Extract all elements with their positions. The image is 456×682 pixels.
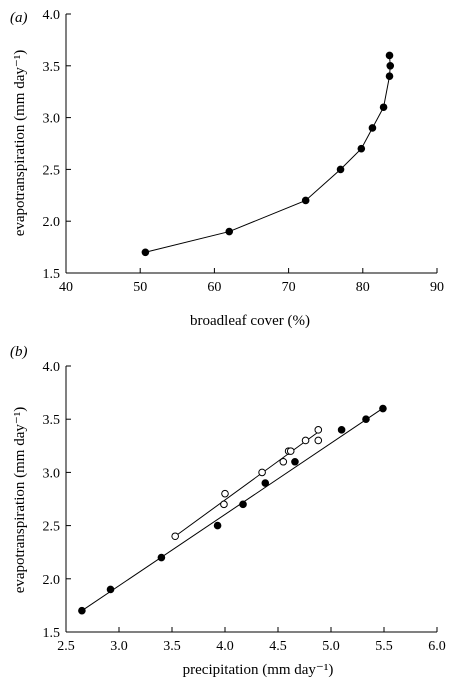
panel-a-x-tick-label: 90 [430,280,444,295]
panel-a-filled-point [357,144,366,153]
panel-a-filled-point [368,124,377,132]
panel-b-x-tick-label: 3.0 [110,639,128,654]
panel-b-x-tick-label: 5.0 [322,639,340,654]
panel-b-x-tick-label: 4.5 [269,639,287,654]
panel-b-label: (b) [10,344,28,360]
panel-b-filled-point [239,500,247,509]
panel-b-x-tick-label: 4.0 [216,639,234,654]
panel-a-filled-point [336,165,345,174]
panel-b-open-point [314,436,323,445]
panel-b-open-point [279,457,288,466]
panel-b-filled-point [106,585,115,594]
panel-b-filled-point [78,606,86,615]
panel-b-y-tick-label: 4.0 [43,360,61,375]
panel-b-filled-point [157,553,166,562]
panel-b-x-tick-label: 3.5 [163,639,181,654]
panel-b: (b) 2.5 3.0 3.5 4.0 4.5 5.0 5.5 6.0 1.5 2.0 2.5 3.0… [10,344,446,678]
panel-a-y-tick-label: 3.5 [43,60,61,75]
panel-b-open-point [220,500,228,509]
panel-a-x-tick-label: 40 [59,280,73,295]
panel-a-filled-point [385,51,394,60]
panel-a-axes: 40 50 60 70 80 90 1.5 2.0 2.5 3.0 3.5 4.0 [43,8,445,295]
panel-b-y-tick-label: 2.5 [43,520,61,535]
panel-a-x-axis-label: broadleaf cover (%) [190,313,310,329]
panel-b-filled-point [291,457,299,466]
panel-a-y-axis-label: evapotranspiration (mm day⁻¹) [12,50,28,237]
panel-a-x-tick-label: 70 [282,280,296,295]
panel-a-label: (a) [10,10,28,26]
panel-a-y-tick-label: 3.0 [43,112,61,127]
panel-a-filled-point [379,103,388,112]
panel-b-open-point [314,426,323,434]
panel-a-x-tick-label: 60 [207,280,221,295]
panel-b-open-point [221,489,229,498]
panel-a-filled-point [386,62,395,70]
panel-b-filled-point [362,415,370,424]
panel-a-filled-point [301,196,310,205]
panel-a-filled-point [141,248,150,257]
panel-b-filled-point [213,521,222,530]
panel-a-y-tick-label: 4.0 [43,8,61,23]
panel-a-filled-point [385,72,394,80]
panel-b-filled-point [379,404,387,413]
panel-b-x-tick-label: 2.5 [57,639,75,654]
panel-b-open-point [258,468,266,477]
panel-b-axes: 2.5 3.0 3.5 4.0 4.5 5.0 5.5 6.0 1.5 2.0 2.5 3.0 3.5 4… [43,360,446,654]
panel-b-x-axis-label: precipitation (mm day⁻¹) [183,662,334,678]
panel-b-y-axis-label: evapotranspiration (mm day⁻¹) [12,407,28,594]
panel-b-y-tick-label: 3.0 [43,466,61,481]
panel-a-x-tick-label: 80 [356,280,370,295]
panel-b-x-tick-label: 6.0 [428,639,446,654]
panel-b-filled-point [337,426,346,434]
panel-b-x-tick-label: 5.5 [375,639,393,654]
panel-b-open-point [171,532,179,541]
panel-b-y-tick-label: 1.5 [43,626,61,641]
panel-a-x-tick-label: 50 [133,280,147,295]
panel-a-y-tick-label: 2.0 [43,215,61,230]
panel-b-fit-line-open [174,431,319,537]
panel-a-filled-point [225,227,234,236]
panel-a-series-line [145,55,391,253]
panel-a-y-tick-label: 2.5 [43,163,61,178]
panel-b-open-point [286,447,295,455]
panel-b-fit-line-filled [81,407,385,612]
panel-b-y-tick-label: 3.5 [43,413,61,428]
panel-a: (a) 40 50 60 70 80 90 1.5 2.0 2.5 3.0 3.5 4.0 broad… [10,8,444,329]
panel-a-y-tick-label: 1.5 [43,267,61,282]
panel-b-open-point [301,436,310,445]
panel-b-y-tick-label: 2.0 [43,573,61,588]
panel-b-filled-point [261,479,270,487]
